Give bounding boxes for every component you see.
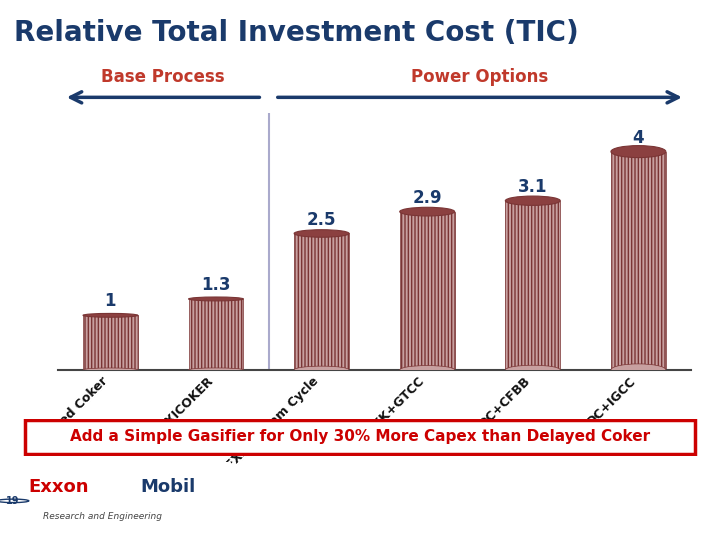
Ellipse shape	[83, 313, 138, 317]
Bar	[189, 299, 243, 370]
Ellipse shape	[400, 207, 454, 216]
Text: 19: 19	[6, 496, 19, 506]
Ellipse shape	[611, 364, 666, 376]
Ellipse shape	[611, 146, 666, 158]
FancyBboxPatch shape	[25, 420, 695, 455]
Text: Exxon: Exxon	[29, 478, 89, 496]
Bar	[611, 152, 666, 370]
Ellipse shape	[189, 297, 243, 301]
Ellipse shape	[83, 368, 138, 372]
Text: 1.3: 1.3	[202, 276, 230, 294]
Text: Relative Total Investment Cost (TIC): Relative Total Investment Cost (TIC)	[14, 19, 579, 47]
Ellipse shape	[400, 366, 454, 374]
Text: Base Process: Base Process	[102, 68, 225, 86]
Polygon shape	[0, 462, 720, 540]
Ellipse shape	[294, 230, 349, 237]
Bar	[505, 201, 560, 370]
Circle shape	[0, 499, 29, 503]
Text: 4: 4	[633, 129, 644, 147]
Ellipse shape	[294, 366, 349, 374]
Bar	[400, 212, 454, 370]
Text: Power Options: Power Options	[411, 68, 549, 86]
Text: 2.9: 2.9	[413, 188, 442, 207]
Text: 1: 1	[104, 293, 116, 310]
Bar	[294, 233, 349, 370]
Text: Research and Engineering: Research and Engineering	[43, 512, 162, 521]
Text: 3.1: 3.1	[518, 178, 547, 196]
Ellipse shape	[505, 365, 560, 375]
Text: Add a Simple Gasifier for Only 30% More Capex than Delayed Coker: Add a Simple Gasifier for Only 30% More …	[70, 429, 650, 444]
Text: Mobil: Mobil	[140, 478, 196, 496]
Bar	[83, 315, 138, 370]
Ellipse shape	[189, 368, 243, 372]
Text: 2.5: 2.5	[307, 211, 336, 228]
Ellipse shape	[505, 196, 560, 205]
